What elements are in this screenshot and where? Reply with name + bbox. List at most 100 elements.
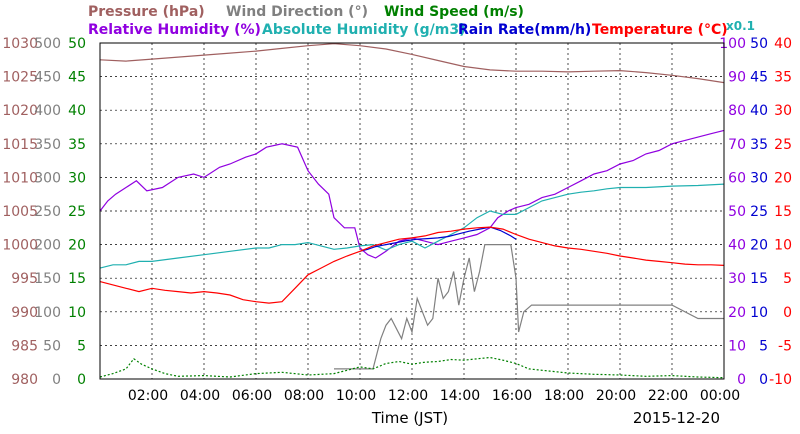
- pressure-tick-label: 980: [11, 372, 38, 388]
- series-line-wind_dir: [334, 244, 724, 370]
- ah-axis-title: Absolute Humidity (g/m3): [262, 22, 465, 38]
- wind_speed-tick-label: 5: [77, 338, 86, 354]
- plot-frame: [99, 42, 725, 380]
- scale-note: x0.1: [726, 19, 755, 33]
- wind_dir-axis-title: Wind Direction (°): [226, 4, 368, 20]
- temp-tick-label: -5: [778, 338, 792, 354]
- temp-tick-label: 10: [774, 238, 792, 254]
- wind_speed-axis-title: Wind Speed (m/s): [384, 4, 524, 20]
- wind_dir-tick-label: 100: [34, 305, 61, 321]
- wind_dir-tick-label: 500: [34, 36, 61, 52]
- wind_speed-tick-label: 20: [68, 238, 86, 254]
- series-line-temp: [99, 226, 725, 304]
- rh-tick-label: 40: [728, 238, 746, 254]
- temp-tick-label: 25: [774, 137, 792, 153]
- rain-tick-label: 35: [750, 137, 768, 153]
- wind_dir-tick-label: 250: [34, 204, 61, 220]
- chart-grid: [100, 43, 724, 379]
- x-tick-label: 02:00: [128, 388, 168, 404]
- pressure-tick-label: 1015: [2, 137, 38, 153]
- wind_speed-tick-label: 40: [68, 103, 86, 119]
- rain-tick-label: 40: [750, 103, 768, 119]
- wind_speed-tick-label: 50: [68, 36, 86, 52]
- rh-tick-label: 60: [728, 170, 746, 186]
- x-tick-label: 10:00: [336, 388, 376, 404]
- wind_speed-tick-label: 25: [68, 204, 86, 220]
- left-axes: 9809859909951000100510101015102010251030…: [2, 36, 86, 388]
- rain-tick-label: 5: [759, 338, 768, 354]
- pressure-tick-label: 995: [11, 271, 38, 287]
- x-tick-label: 00:00: [700, 388, 740, 404]
- x-tick-label: 04:00: [180, 388, 220, 404]
- temp-tick-label: 0: [783, 305, 792, 321]
- rh-tick-label: 80: [728, 103, 746, 119]
- x-axis-title: Time (JST): [371, 409, 448, 427]
- wind_dir-tick-label: 450: [34, 70, 61, 86]
- rain-axis-title: Rain Rate(mm/h): [458, 22, 591, 38]
- rh-tick-label: 30: [728, 271, 746, 287]
- x-tick-label: 14:00: [440, 388, 480, 404]
- temp-tick-label: 30: [774, 103, 792, 119]
- wind_speed-tick-label: 30: [68, 170, 86, 186]
- x-tick-label: 12:00: [388, 388, 428, 404]
- pressure-axis-title: Pressure (hPa): [88, 4, 205, 20]
- x-axis: 02:00 04:00 06:00 08:00 10:00 12:00 14:00 16:00…: [128, 388, 740, 404]
- pressure-tick-label: 1010: [2, 170, 38, 186]
- rain-tick-label: 50: [750, 36, 768, 52]
- rain-tick-label: 30: [750, 170, 768, 186]
- temp-tick-label: 5: [783, 271, 792, 287]
- wind_dir-tick-label: 50: [43, 338, 61, 354]
- x-tick-label: 06:00: [232, 388, 272, 404]
- series-lines: [99, 43, 725, 379]
- rh-tick-label: 20: [728, 305, 746, 321]
- pressure-tick-label: 990: [11, 305, 38, 321]
- wind_dir-tick-label: 400: [34, 103, 61, 119]
- pressure-tick-label: 1020: [2, 103, 38, 119]
- date-label: 2015-12-20: [633, 409, 720, 427]
- rain-tick-label: 45: [750, 70, 768, 86]
- rh-tick-label: 90: [728, 70, 746, 86]
- temp-axis-title: Temperature (°C): [592, 22, 728, 38]
- temp-tick-label: -10: [769, 372, 792, 388]
- x-tick-label: 16:00: [492, 388, 532, 404]
- wind_speed-tick-label: 35: [68, 137, 86, 153]
- x-tick-label: 18:00: [544, 388, 584, 404]
- wind_dir-tick-label: 0: [52, 372, 61, 388]
- wind_speed-tick-label: 15: [68, 271, 86, 287]
- series-line-pressure: [99, 43, 725, 84]
- rh-tick-label: 10: [728, 338, 746, 354]
- rain-tick-label: 10: [750, 305, 768, 321]
- rain-tick-label: 15: [750, 271, 768, 287]
- wind_speed-tick-label: 0: [77, 372, 86, 388]
- pressure-tick-label: 1030: [2, 36, 38, 52]
- rh-tick-label: 50: [728, 204, 746, 220]
- wind_speed-tick-label: 10: [68, 305, 86, 321]
- pressure-tick-label: 1025: [2, 70, 38, 86]
- series-line-rh: [99, 129, 725, 259]
- temp-tick-label: 40: [774, 36, 792, 52]
- rain-tick-label: 20: [750, 238, 768, 254]
- x-tick-label: 20:00: [596, 388, 636, 404]
- temp-tick-label: 35: [774, 70, 792, 86]
- rh-axis-title: Relative Humidity (%): [88, 22, 261, 38]
- legend-titles: Pressure (hPa) Wind Direction (°) Wind Spe…: [88, 4, 728, 38]
- pressure-tick-label: 1000: [2, 238, 38, 254]
- x-tick-label: 08:00: [284, 388, 324, 404]
- wind_dir-tick-label: 350: [34, 137, 61, 153]
- wind_dir-tick-label: 150: [34, 271, 61, 287]
- rh-tick-label: 100: [719, 36, 746, 52]
- rain-tick-label: 25: [750, 204, 768, 220]
- wind_dir-tick-label: 300: [34, 170, 61, 186]
- series-line-rain: [359, 226, 517, 252]
- rh-tick-label: 70: [728, 137, 746, 153]
- rain-tick-label: 0: [759, 372, 768, 388]
- rh-tick-label: 0: [737, 372, 746, 388]
- temp-tick-label: 15: [774, 204, 792, 220]
- series-line-ah: [99, 183, 725, 269]
- temp-tick-label: 20: [774, 170, 792, 186]
- wind_speed-tick-label: 45: [68, 70, 86, 86]
- pressure-tick-label: 1005: [2, 204, 38, 220]
- wind_dir-tick-label: 200: [34, 238, 61, 254]
- x-tick-label: 22:00: [648, 388, 688, 404]
